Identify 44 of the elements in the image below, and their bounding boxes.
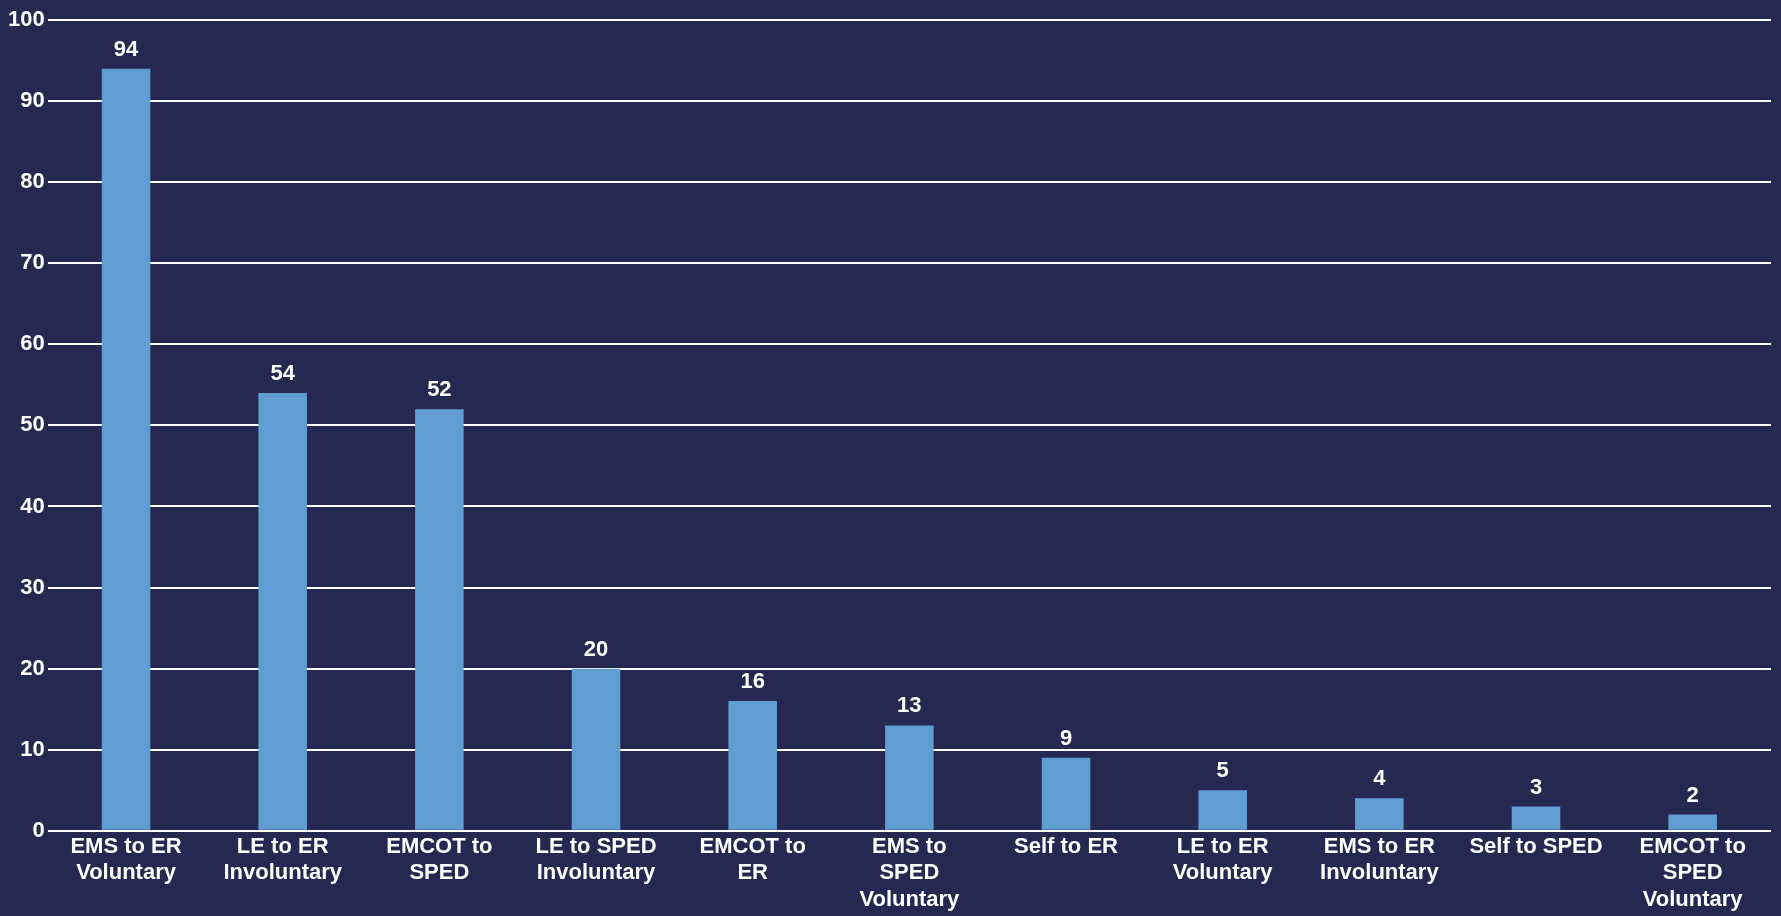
data-label: 20 [583,635,609,661]
y-tick-label: 30 [20,573,45,599]
data-label: 94 [113,35,140,61]
data-label: 52 [427,376,452,402]
x-tick-label: Self to SPED [1469,833,1603,859]
bar [415,409,464,830]
x-tick-label: LE to ER Voluntary [1172,833,1274,885]
y-tick-label: 70 [20,249,45,275]
y-tick-label: 90 [20,87,45,113]
data-label: 13 [897,692,922,718]
data-label: 4 [1373,765,1387,791]
y-tick-label: 40 [20,492,45,518]
y-tick-label: 80 [20,168,45,194]
x-tick-label: EMS to ER Voluntary [70,833,182,885]
data-label: 16 [740,668,765,694]
bar [1511,806,1561,830]
y-tick-label: 20 [20,654,45,680]
x-tick-label: Self to ER [1014,833,1119,859]
bar [885,725,934,830]
bar [571,668,621,830]
x-tick-label: EMCOT to SPED Voluntary [1639,833,1746,911]
y-tick-label: 10 [20,735,45,761]
x-tick-label: LE to SPED Involuntary [535,833,657,885]
bar [1041,757,1091,830]
y-tick-label: 50 [20,411,45,437]
data-label: 2 [1686,781,1699,807]
bar [1355,798,1404,830]
bar [258,392,307,830]
x-tick-label: EMS to ER Involuntary [1320,833,1440,885]
bar [1668,814,1717,830]
x-tick-label: EMCOT to ER [699,833,806,885]
y-tick-label: 0 [32,816,45,842]
bar [1198,790,1247,830]
x-tick-label: LE to ER Involuntary [223,833,343,885]
x-tick-label: EMCOT to SPED [386,833,493,885]
bar [101,68,151,830]
data-label: 5 [1216,757,1229,783]
bar [728,701,777,830]
data-label: 9 [1059,724,1073,750]
data-label: 3 [1529,773,1543,799]
y-tick-label: 100 [7,6,45,32]
x-tick-label: EMS to SPED Voluntary [859,833,961,911]
y-tick-label: 60 [20,330,45,356]
data-label: 54 [270,360,296,386]
